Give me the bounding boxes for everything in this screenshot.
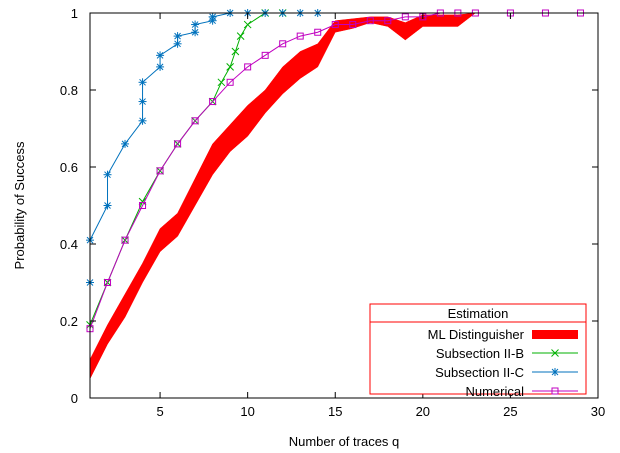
subsection-ii-c-point xyxy=(139,98,146,105)
subsection-ii-c-point xyxy=(156,51,164,59)
legend-entry-label: Subsection II-C xyxy=(435,365,524,380)
subsection-ii-c-point xyxy=(174,32,181,40)
legend-marker xyxy=(551,387,559,395)
subsection-ii-b-point xyxy=(138,197,147,206)
numerical-point xyxy=(349,21,357,29)
y-tick-label: 0.6 xyxy=(60,160,78,175)
y-tick-label: 0.2 xyxy=(60,314,78,329)
series-ml-distinguisher xyxy=(89,12,477,379)
numerical-point xyxy=(121,236,129,244)
numerical-point xyxy=(209,98,217,106)
x-tick-label: 20 xyxy=(416,404,430,419)
legend-marker xyxy=(551,368,559,376)
numerical-point xyxy=(279,40,287,48)
numerical-point xyxy=(191,117,199,125)
subsection-ii-c-point xyxy=(209,13,216,21)
subsection-ii-c-point xyxy=(156,63,164,71)
ml-distinguisher-band xyxy=(89,12,477,379)
x-tick-label: 10 xyxy=(240,404,254,419)
x-axis-label: Number of traces q xyxy=(289,434,400,449)
subsection-ii-c-point xyxy=(104,202,111,209)
subsection-ii-c-point xyxy=(191,21,199,28)
numerical-point xyxy=(139,202,147,209)
subsection-ii-b-point xyxy=(236,32,245,40)
legend-entry-label: Subsection II-B xyxy=(436,346,524,361)
subsection-ii-b-point xyxy=(226,63,234,71)
legend-entry-label: Numerical xyxy=(465,384,524,399)
numerical-point xyxy=(244,63,252,71)
y-tick-label: 0 xyxy=(71,391,78,406)
numerical-point xyxy=(104,279,112,286)
x-tick-label: 25 xyxy=(503,404,517,419)
y-axis-label: Probability of Success xyxy=(12,141,27,269)
subsection-ii-c-point xyxy=(104,171,111,179)
numerical-point xyxy=(174,140,182,148)
numerical-point xyxy=(384,17,392,25)
numerical-point xyxy=(366,17,374,25)
legend-box xyxy=(369,303,587,395)
subsection-ii-b-point xyxy=(231,47,240,56)
numerical-point xyxy=(401,13,409,21)
legend: Estimation ML Distinguisher Subsection II-… xyxy=(369,303,587,399)
numerical-point xyxy=(331,21,339,29)
subsection-ii-b-point xyxy=(217,78,226,87)
subsection-ii-c-point xyxy=(174,40,181,48)
subsection-ii-c-point xyxy=(121,140,129,148)
legend-marker xyxy=(551,349,559,357)
legend-swatch xyxy=(532,330,578,339)
subsection-ii-c-point xyxy=(139,117,146,125)
x-tick-label: 30 xyxy=(591,404,605,419)
x-tick-label: 5 xyxy=(156,404,163,419)
plot-frame xyxy=(89,12,599,399)
numerical-point xyxy=(226,78,234,86)
subsection-ii-c-point xyxy=(139,78,146,86)
numerical-point xyxy=(156,167,164,175)
legend-title: Estimation xyxy=(448,306,509,321)
plot-layer xyxy=(86,9,584,379)
numerical-point xyxy=(314,28,322,36)
y-tick-label: 0.8 xyxy=(60,83,78,98)
x-tick-label: 15 xyxy=(328,404,342,419)
numerical-point xyxy=(296,32,304,40)
axes-layer: 5 10 15 20 25 30 0 0.2 0.4 0.6 0.8 1 xyxy=(60,6,605,419)
y-tick-label: 1 xyxy=(71,6,78,21)
subsection-ii-b-point xyxy=(243,20,252,29)
legend-entry-label: ML Distinguisher xyxy=(428,327,525,342)
y-tick-label: 0.4 xyxy=(60,237,78,252)
numerical-point xyxy=(261,51,269,59)
subsection-ii-c-point xyxy=(191,28,199,36)
